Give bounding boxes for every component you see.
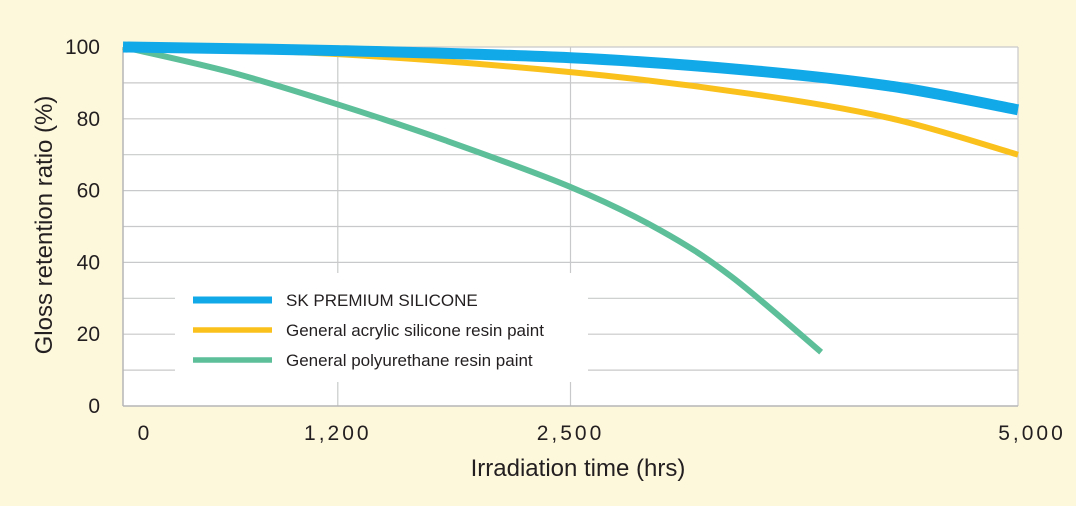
y-tick-label: 20 xyxy=(77,323,100,346)
gridlines xyxy=(122,46,1019,407)
series-line-sk-premium-silicone xyxy=(122,41,1020,116)
x-tick-label: 0 xyxy=(138,422,153,445)
legend: SK PREMIUM SILICONE General acrylic silic… xyxy=(175,273,588,382)
y-axis-title: Gloss retention ratio (%) xyxy=(31,96,58,355)
x-tick-label: 2,500 xyxy=(537,422,605,445)
y-tick-label: 0 xyxy=(88,395,100,418)
y-tick-label: 100 xyxy=(65,36,100,59)
x-axis-ticks: 0 1,200 2,500 5,000 xyxy=(138,422,1066,445)
legend-label: General polyurethane resin paint xyxy=(286,351,533,370)
y-tick-label: 80 xyxy=(77,108,100,131)
legend-label: General acrylic silicone resin paint xyxy=(286,321,544,340)
y-tick-label: 40 xyxy=(77,251,100,274)
x-tick-label: 5,000 xyxy=(998,422,1066,445)
legend-label: SK PREMIUM SILICONE xyxy=(286,291,478,310)
series-line-polyurethane xyxy=(122,44,824,355)
x-axis-title: Irradiation time (hrs) xyxy=(471,455,686,482)
x-tick-label: 1,200 xyxy=(304,422,372,445)
series-lines xyxy=(122,41,1020,355)
y-tick-label: 60 xyxy=(77,180,100,203)
y-axis-ticks: 0 20 40 60 80 100 xyxy=(65,36,100,418)
